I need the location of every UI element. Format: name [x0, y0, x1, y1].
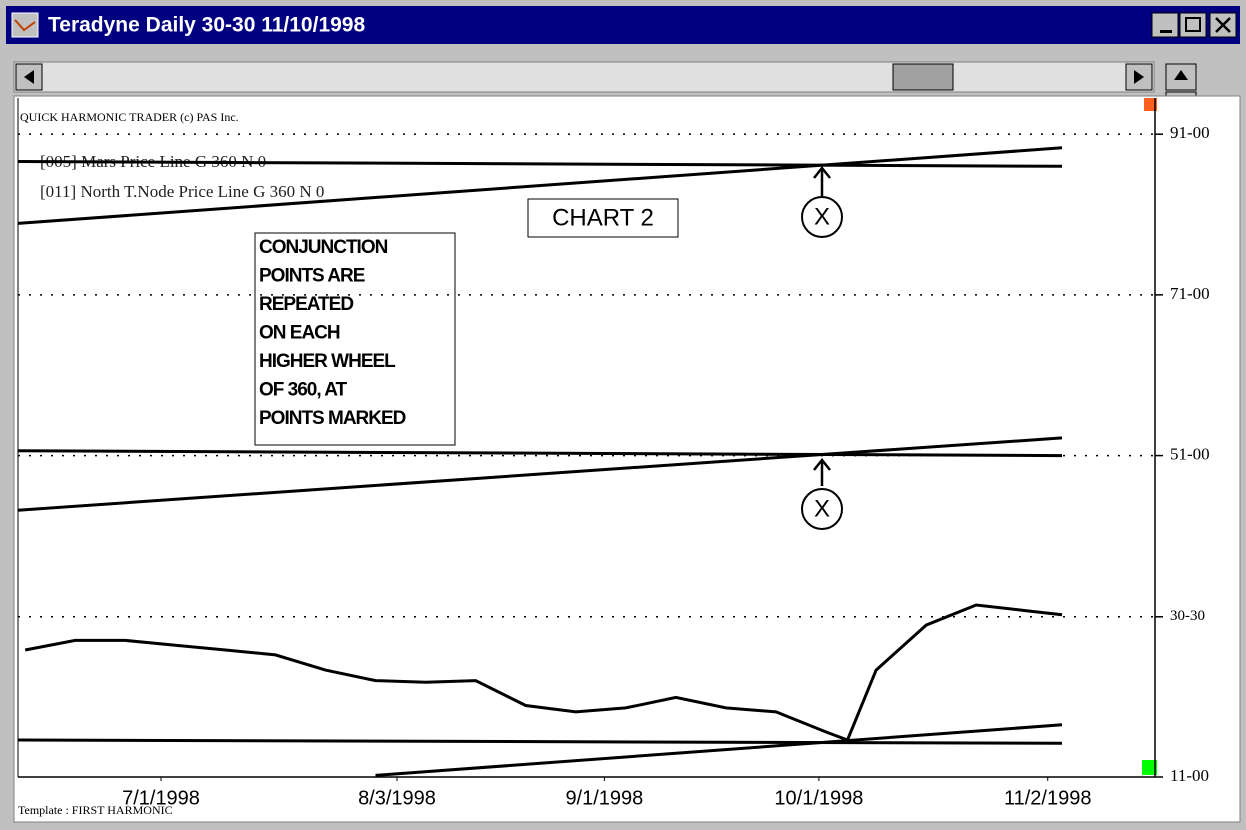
- x-tick-label: 8/3/1998: [358, 787, 436, 809]
- note-box: [254, 232, 456, 446]
- note-line: REPEATED: [259, 294, 353, 315]
- marker: X: [801, 165, 843, 238]
- title-bar: [6, 6, 1240, 44]
- note-line: POINTS ARE: [259, 266, 365, 287]
- price-series: [24, 603, 1063, 742]
- x-tick-label: 10/1/1998: [774, 787, 863, 809]
- marker-circle: [801, 488, 843, 530]
- minimize-glyph: [1160, 30, 1172, 33]
- maximize-button[interactable]: [1179, 12, 1207, 38]
- marker-arrow: [813, 165, 831, 196]
- minimize-button[interactable]: [1151, 12, 1179, 38]
- price-line: [17, 738, 1063, 745]
- price-line: [17, 146, 1063, 225]
- y-tick-label: 30-30: [1170, 608, 1205, 624]
- note-line: POINTS MARKED: [259, 408, 406, 429]
- price-line: [17, 449, 1063, 458]
- scroll-up-glyph: [1174, 70, 1188, 80]
- y-tick-label: 51-00: [1170, 444, 1210, 463]
- y-tick-label: 71-00: [1170, 284, 1210, 303]
- note-line: HIGHER WHEEL: [259, 351, 396, 372]
- note-text: CONJUNCTION POINTS ARE REPEATED ON EACH HIGH…: [259, 237, 407, 429]
- scroll-thumb[interactable]: [892, 63, 954, 91]
- marker-arrow: [813, 457, 831, 486]
- chart-label: CHART 2: [552, 204, 654, 231]
- window-buttons[interactable]: [1151, 12, 1237, 38]
- marker-label: X: [814, 495, 830, 522]
- legend-entry: [011] North T.Node Price Line G 360 N 0: [40, 182, 324, 201]
- x-tick-label: 9/1/1998: [565, 787, 643, 809]
- marker-label: X: [814, 203, 830, 230]
- scroll-left-glyph: [24, 70, 34, 84]
- close-glyph: [1215, 17, 1231, 33]
- x-tick-label: 11/2/1998: [1004, 787, 1092, 809]
- marker-circle: [801, 196, 843, 238]
- chart-footer: Template : FIRST HARMONIC: [18, 803, 173, 817]
- marker: X: [801, 457, 843, 530]
- note-line: OF 360, AT: [259, 380, 348, 401]
- price-line: [375, 723, 1063, 777]
- horizontal-scrollbar[interactable]: [13, 61, 1155, 93]
- chart-header: QUICK HARMONIC TRADER (c) PAS Inc.: [20, 110, 239, 124]
- x-tick-label: 7/1/1998: [122, 787, 200, 809]
- chart-label-box: [527, 198, 679, 238]
- window-title: Teradyne Daily 30-30 11/10/1998: [48, 14, 365, 37]
- note-line: ON EACH: [259, 323, 340, 344]
- note-line: CONJUNCTION: [259, 237, 388, 258]
- maximize-glyph: [1185, 17, 1201, 32]
- app-icon: [11, 12, 39, 38]
- green-indicator: [1142, 760, 1157, 775]
- orange-indicator: [1144, 98, 1157, 111]
- price-line: [17, 160, 1063, 168]
- price-line: [17, 436, 1063, 512]
- y-tick-label: 91-00: [1170, 123, 1210, 142]
- scroll-right-glyph: [1134, 70, 1144, 84]
- y-tick-label: 11-00: [1170, 766, 1209, 785]
- app-icon-glyph: [14, 19, 36, 32]
